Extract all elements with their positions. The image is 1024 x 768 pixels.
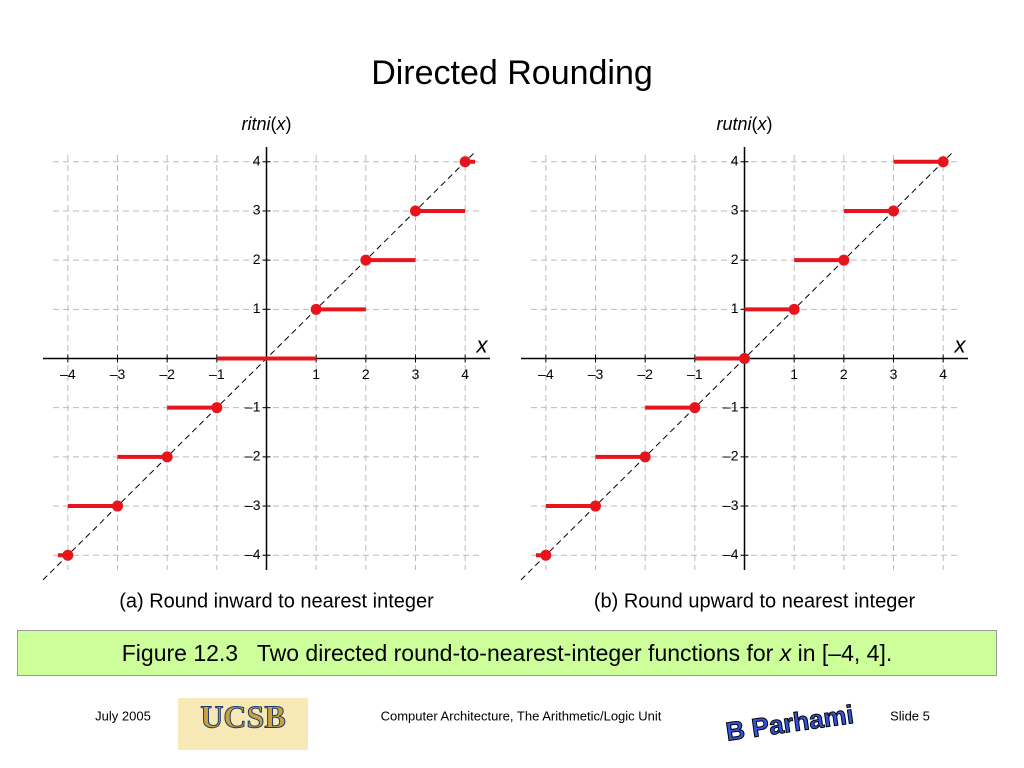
y-axis-label: ritni(x) bbox=[241, 114, 291, 134]
author-logo: B Parhami bbox=[724, 699, 856, 747]
step-dot bbox=[888, 205, 899, 217]
y-tick-label: –3 bbox=[723, 497, 739, 513]
chart-caption: (b) Round upward to nearest integer bbox=[594, 590, 916, 612]
footer-date: July 2005 bbox=[95, 708, 151, 723]
x-tick-label: 4 bbox=[461, 366, 469, 382]
x-tick-label: –2 bbox=[637, 366, 653, 382]
step-dot bbox=[540, 549, 552, 561]
x-tick-label: –2 bbox=[159, 366, 175, 382]
y-tick-label: –3 bbox=[245, 497, 261, 513]
x-tick-label: 3 bbox=[412, 366, 420, 382]
x-tick-label: 1 bbox=[790, 366, 798, 382]
y-tick-label: 3 bbox=[253, 202, 261, 218]
y-axis-label-part: ) bbox=[767, 114, 773, 134]
step-dot bbox=[689, 402, 701, 414]
caption-text: in [–4, 4]. bbox=[791, 640, 893, 666]
y-axis-label: rutni(x) bbox=[716, 114, 772, 134]
step-dot bbox=[62, 549, 74, 561]
figure-caption: Figure 12.3 Two directed round-to-neares… bbox=[17, 630, 997, 676]
step-dot bbox=[788, 303, 800, 315]
caption-text: Figure 12.3 Two directed round-to-neares… bbox=[121, 640, 780, 666]
y-tick-label: 1 bbox=[731, 300, 739, 316]
x-tick-label: 1 bbox=[312, 366, 320, 382]
y-tick-label: 1 bbox=[253, 300, 261, 316]
y-axis-label-part: ( bbox=[271, 114, 277, 134]
y-tick-label: –2 bbox=[245, 448, 261, 464]
step-dot bbox=[360, 254, 372, 266]
y-tick-label: 4 bbox=[253, 152, 261, 168]
x-tick-label: –3 bbox=[588, 366, 604, 382]
step-dot bbox=[310, 303, 322, 315]
x-tick-label: 2 bbox=[362, 366, 370, 382]
step-dot bbox=[112, 500, 123, 512]
y-axis-label-part: x bbox=[757, 114, 768, 134]
step-dot bbox=[211, 402, 223, 414]
logo-bg bbox=[178, 698, 308, 750]
y-tick-label: 2 bbox=[731, 251, 739, 267]
caption-var: x bbox=[779, 640, 792, 666]
y-tick-label: 3 bbox=[731, 202, 739, 218]
step-dot bbox=[410, 205, 421, 217]
y-tick-label: –1 bbox=[245, 398, 261, 414]
ucsb-logo: UCSB bbox=[200, 698, 285, 734]
y-tick-label: –4 bbox=[723, 546, 739, 562]
x-tick-label: 2 bbox=[840, 366, 848, 382]
x-tick-label: 4 bbox=[939, 366, 947, 382]
y-tick-label: –2 bbox=[723, 448, 739, 464]
x-tick-label: –3 bbox=[110, 366, 126, 382]
y-axis-label-part: ) bbox=[286, 114, 292, 134]
y-tick-label: 4 bbox=[731, 152, 739, 168]
y-axis-label-part: ( bbox=[752, 114, 758, 134]
x-axis-label: x bbox=[476, 332, 489, 357]
y-tick-label: –4 bbox=[245, 546, 261, 562]
y-axis-label-part: rutni bbox=[716, 114, 752, 134]
step-dot bbox=[639, 451, 651, 463]
step-dot bbox=[161, 451, 173, 463]
x-tick-label: –1 bbox=[687, 366, 703, 382]
y-axis-label-part: ritni bbox=[241, 114, 271, 134]
step-dot bbox=[838, 254, 850, 266]
x-tick-label: –1 bbox=[209, 366, 225, 382]
step-dot bbox=[739, 353, 750, 364]
y-tick-label: 2 bbox=[253, 251, 261, 267]
y-axis-label-part: x bbox=[276, 114, 287, 134]
chart-caption: (a) Round inward to nearest integer bbox=[119, 590, 434, 612]
x-tick-label: 3 bbox=[890, 366, 898, 382]
slide-title: Directed Rounding bbox=[371, 54, 653, 92]
step-dot bbox=[937, 156, 949, 168]
x-axis-label: x bbox=[954, 332, 967, 357]
step-dot bbox=[459, 156, 471, 168]
x-tick-label: –4 bbox=[60, 366, 76, 382]
footer-slide: Slide 5 bbox=[890, 708, 930, 723]
x-tick-label: –4 bbox=[538, 366, 554, 382]
step-dot bbox=[590, 500, 601, 512]
footer-course: Computer Architecture, The Arithmetic/Lo… bbox=[381, 708, 662, 723]
y-tick-label: –1 bbox=[723, 398, 739, 414]
